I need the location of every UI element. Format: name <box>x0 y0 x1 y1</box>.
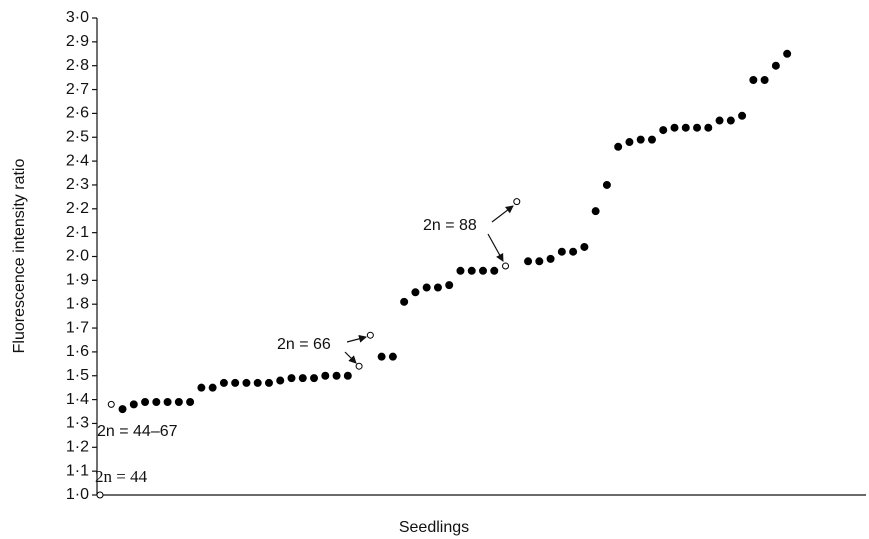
filled-point <box>321 371 330 380</box>
open-point <box>513 198 521 206</box>
annotation: 2n = 66 <box>277 336 331 353</box>
filled-point <box>636 135 645 144</box>
y-tick-label: 2·0 <box>66 248 89 265</box>
filled-point <box>174 397 183 406</box>
filled-point <box>343 371 352 380</box>
filled-point <box>287 374 296 383</box>
filled-point <box>479 266 487 275</box>
filled-point <box>163 397 172 406</box>
filled-point <box>569 247 578 256</box>
y-tick-label: 1·0 <box>66 486 89 503</box>
filled-point <box>276 376 285 385</box>
y-axis-label: Fluorescence intensity ratio <box>11 159 28 354</box>
filled-point <box>411 288 420 297</box>
filled-point <box>310 374 319 383</box>
filled-point <box>197 383 206 392</box>
filled-point <box>670 123 679 132</box>
filled-point <box>693 123 702 132</box>
filled-point <box>771 61 780 70</box>
filled-point <box>186 397 195 406</box>
arrow <box>487 233 504 262</box>
y-tick-label: 2·4 <box>66 152 89 169</box>
filled-point <box>704 123 713 132</box>
filled-point <box>490 266 499 275</box>
filled-point <box>738 111 747 120</box>
filled-point <box>546 254 555 263</box>
y-tick-label: 1·7 <box>66 319 89 336</box>
filled-point <box>681 123 690 132</box>
y-tick-label: 3·0 <box>66 9 89 26</box>
filled-point <box>298 374 307 383</box>
y-tick-label: 1·9 <box>66 272 89 289</box>
y-tick-label: 1·2 <box>66 439 89 456</box>
filled-point <box>783 49 792 58</box>
y-tick-label: 1·5 <box>66 367 89 384</box>
filled-point <box>219 378 228 387</box>
open-point <box>96 491 104 499</box>
x-axis-label: Seedlings <box>399 519 469 536</box>
filled-point <box>456 266 465 275</box>
filled-point <box>625 138 634 147</box>
filled-point <box>332 371 341 380</box>
y-tick-label: 2·3 <box>66 176 89 193</box>
filled-point <box>715 116 724 125</box>
arrow <box>491 205 514 223</box>
annotation: 2n = 88 <box>423 217 477 234</box>
filled-point <box>377 352 386 361</box>
filled-point <box>152 397 161 406</box>
filled-point <box>422 283 431 292</box>
filled-point <box>602 180 611 189</box>
filled-point <box>208 383 217 392</box>
filled-point <box>659 126 668 135</box>
filled-point <box>445 281 454 290</box>
filled-point <box>614 142 623 151</box>
arrow <box>344 351 357 364</box>
filled-point <box>231 378 240 387</box>
arrow <box>346 334 367 343</box>
filled-point <box>400 297 409 306</box>
y-tick-label: 2·6 <box>66 105 89 122</box>
filled-point <box>647 135 656 144</box>
filled-point <box>580 242 589 251</box>
filled-point <box>433 283 442 292</box>
open-point <box>366 331 374 339</box>
filled-point <box>535 257 544 266</box>
open-point <box>355 362 363 370</box>
filled-point <box>141 397 150 406</box>
filled-point <box>118 405 127 414</box>
y-tick-label: 2·7 <box>66 81 89 98</box>
filled-point <box>726 116 735 125</box>
y-tick-label: 2·2 <box>66 200 89 217</box>
y-tick-label: 1·8 <box>66 295 89 312</box>
y-tick-label: 2·1 <box>66 224 89 241</box>
filled-point <box>557 247 566 256</box>
filled-point <box>760 76 769 85</box>
filled-point <box>264 378 273 387</box>
annotation: 2n = 44 <box>95 467 148 486</box>
y-tick-label: 2·5 <box>66 128 89 145</box>
filled-point <box>242 378 251 387</box>
open-point <box>502 262 510 270</box>
y-tick-label: 1·1 <box>66 462 89 479</box>
filled-point <box>591 207 600 216</box>
annotation: 2n = 44–67 <box>97 423 178 440</box>
y-tick-label: 2·8 <box>66 57 89 74</box>
y-tick-label: 2·9 <box>66 33 89 50</box>
filled-point <box>524 257 533 266</box>
filled-point <box>749 76 758 85</box>
y-tick-label: 1·6 <box>66 343 89 360</box>
y-tick-label: 1·3 <box>66 415 89 432</box>
filled-point <box>129 400 138 409</box>
filled-point <box>388 352 397 361</box>
open-point <box>107 400 115 408</box>
filled-point <box>467 266 476 275</box>
y-tick-label: 1·4 <box>66 391 89 408</box>
filled-point <box>253 378 262 387</box>
